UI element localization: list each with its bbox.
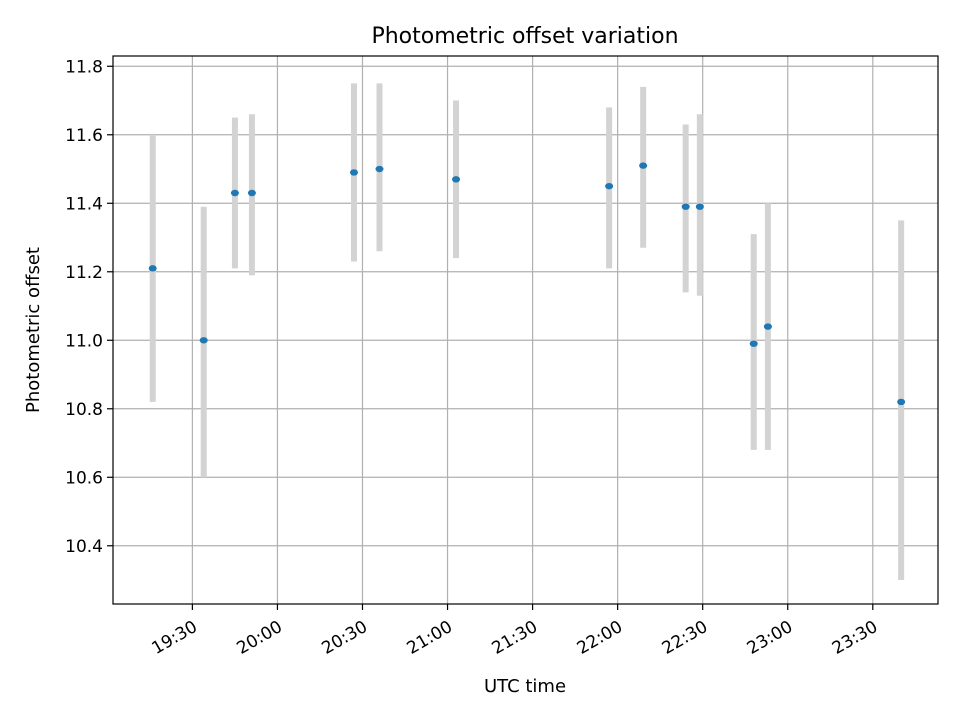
y-tick-label: 11.8 [65, 57, 103, 77]
data-point [349, 169, 358, 176]
data-point [681, 203, 690, 210]
plot-frame [112, 55, 939, 605]
x-axis-label: UTC time [484, 676, 566, 697]
data-point [230, 189, 239, 197]
data-point [375, 165, 384, 173]
data-point [452, 176, 461, 183]
data-point [897, 398, 906, 406]
data-point [695, 203, 704, 210]
data-point [639, 162, 648, 169]
y-tick-label: 11.4 [65, 194, 103, 214]
data-point [605, 182, 614, 190]
data-point [199, 337, 208, 344]
data-point [148, 265, 157, 272]
y-tick-layer: 10.4 10.6 10.8 11.0 11.2 11.4 11.6 11.8 [65, 57, 113, 557]
y-tick-label: 11.2 [65, 263, 103, 283]
y-tick-label: 11.6 [65, 126, 103, 146]
y-tick-label: 11.0 [65, 331, 103, 351]
y-axis-label: Photometric offset [23, 247, 44, 413]
grid-layer [113, 56, 938, 604]
data-point [749, 340, 758, 347]
data-point [247, 189, 256, 197]
data-point-layer [148, 162, 906, 406]
y-tick-label: 10.6 [65, 468, 103, 488]
chart-title: Photometric offset variation [371, 24, 678, 49]
y-tick-label: 10.8 [65, 400, 103, 420]
y-tick-label: 10.4 [65, 537, 103, 557]
data-point [763, 323, 772, 330]
